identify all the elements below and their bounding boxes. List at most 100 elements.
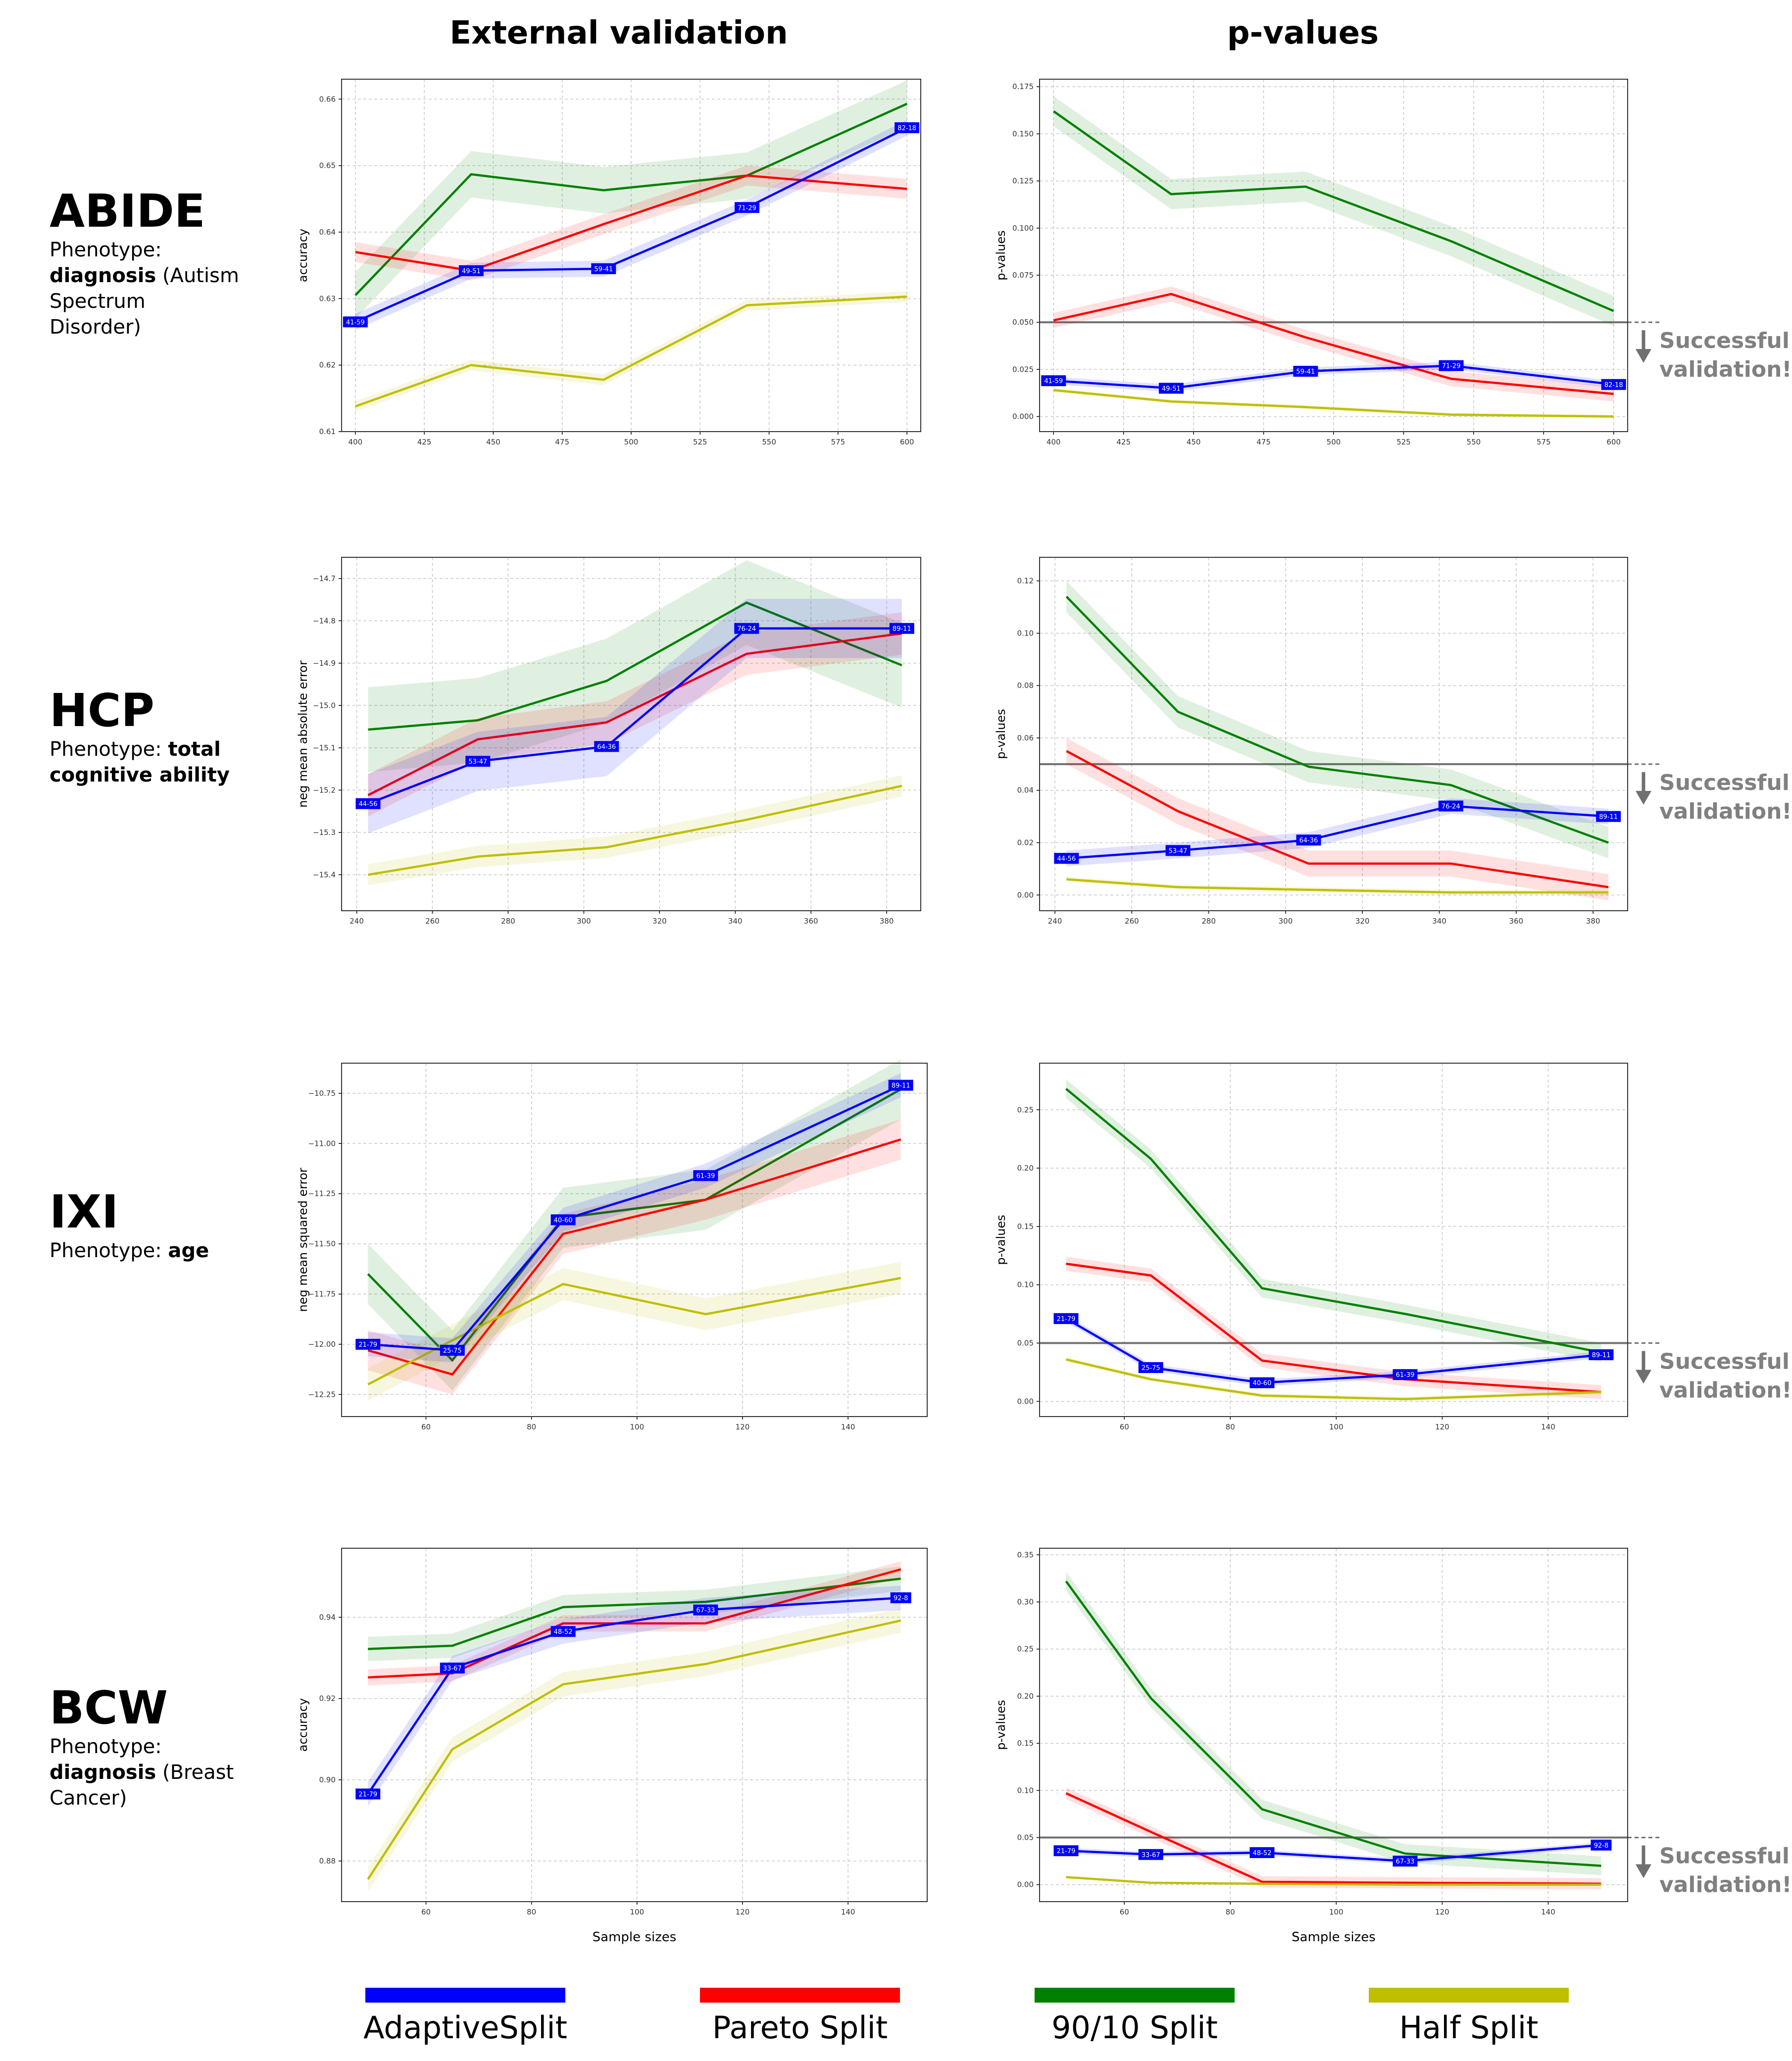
y-tick-label: 0.02 (1017, 838, 1034, 847)
y-tick-label: −10.75 (308, 1089, 336, 1098)
y-tick-label: 0.63 (319, 294, 336, 303)
point-label: 21-79 (355, 1788, 381, 1800)
point-label-box (440, 1663, 465, 1674)
series-90-10-split (1065, 1571, 1601, 1875)
y-tick-label: 0.00 (1017, 890, 1034, 899)
chart-abide-external: 400 425 450 475 500 525 550 575 600 0.61 0.62 0.63 0… (296, 79, 921, 446)
point-label: 61-39 (693, 1170, 718, 1181)
header-external-validation: External validation (449, 15, 788, 51)
y-tick-label: 0.92 (319, 1694, 336, 1703)
y-tick-label: −15.0 (313, 701, 336, 710)
point-label-box (465, 756, 491, 767)
down-arrow-icon (1636, 790, 1651, 805)
x-tick-label: 525 (693, 438, 707, 446)
series-line (367, 632, 902, 796)
series-half-split (1066, 1357, 1601, 1402)
x-tick-label: 360 (1509, 917, 1524, 926)
x-tick-label: 340 (728, 917, 743, 926)
phenotype-text: (Autism (156, 264, 239, 287)
y-tick-label: −12.00 (308, 1340, 336, 1349)
x-tick-label: 500 (1327, 438, 1341, 446)
point-label-text: 44-56 (1057, 855, 1076, 863)
successful-validation-text: Successful (1659, 328, 1790, 353)
y-tick-label: −15.1 (313, 743, 336, 752)
x-tick-label: 100 (1329, 1908, 1344, 1916)
series-line (1052, 110, 1614, 312)
y-axis-label: accuracy (296, 229, 310, 282)
x-tick-label: 100 (630, 1908, 645, 1916)
series-line (1053, 293, 1614, 395)
point-label: 53-47 (1165, 845, 1191, 856)
series-half-split (368, 775, 902, 885)
point-label-text: 48-52 (554, 1628, 573, 1636)
phenotype-line: Phenotype: total (50, 738, 221, 761)
down-arrow-icon (1636, 1370, 1651, 1384)
down-arrow-icon (1636, 349, 1651, 363)
y-tick-label: 0.25 (1017, 1645, 1034, 1654)
x-tick-label: 140 (1541, 1423, 1555, 1431)
point-label: 40-60 (1249, 1377, 1275, 1388)
x-tick-label: 525 (1396, 438, 1411, 446)
successful-validation-text: validation! (1659, 799, 1792, 824)
plot-frame (1039, 1063, 1628, 1417)
phenotype-line: diagnosis (Autism (50, 264, 239, 287)
series-90-10-split (368, 1566, 901, 1662)
y-tick-label: 0.20 (1017, 1164, 1034, 1173)
series-90-10-split (368, 560, 902, 772)
y-tick-label: 0.10 (1017, 1786, 1034, 1795)
series-line (1065, 1580, 1601, 1867)
point-label-text: 21-79 (1057, 1848, 1076, 1855)
point-label-box (1393, 1369, 1418, 1380)
point-label-box (693, 1604, 718, 1616)
point-label-text: 92-8 (1594, 1842, 1609, 1850)
x-tick-label: 80 (1226, 1423, 1235, 1431)
chart-hcp-pvalues: 240 260 280 300 320 340 360 380 0.00 0.02 0.04 0.06… (994, 557, 1792, 926)
confidence-band (1066, 1315, 1601, 1386)
confidence-band (1066, 1787, 1601, 1890)
point-label-box (1601, 379, 1626, 390)
point-label: 48-52 (550, 1626, 576, 1637)
legend-label: Pareto Split (712, 2010, 888, 2046)
point-label-text: 53-47 (1169, 847, 1188, 855)
point-label: 92-8 (890, 1592, 911, 1604)
y-tick-label: 0.15 (1017, 1222, 1034, 1231)
successful-validation-text: validation! (1659, 1872, 1792, 1898)
point-label-box (594, 741, 619, 752)
point-label-text: 89-11 (1599, 814, 1618, 821)
x-tick-label: 600 (1606, 438, 1621, 446)
point-label-box (693, 1170, 718, 1181)
confidence-band (355, 119, 907, 330)
point-label-text: 82-18 (897, 125, 916, 132)
point-label: 49-51 (1158, 383, 1184, 394)
series-line (354, 102, 908, 296)
confidence-band (1066, 877, 1609, 895)
x-tick-label: 320 (652, 917, 667, 926)
point-label-box (550, 1626, 576, 1637)
successful-validation-text: validation! (1659, 357, 1792, 382)
point-label-box (355, 1788, 381, 1800)
phenotype-text: Phenotype: (50, 1239, 168, 1262)
y-tick-label: 0.15 (1017, 1739, 1034, 1748)
y-tick-label: 0.025 (1012, 365, 1034, 374)
phenotype-line: Phenotype: age (50, 1239, 209, 1262)
point-label: 92-8 (1591, 1839, 1612, 1851)
point-label-text: 76-24 (737, 626, 756, 633)
successful-validation-text: validation! (1659, 1378, 1792, 1403)
confidence-band (368, 612, 902, 817)
series-adaptivesplit (367, 1585, 901, 1807)
y-tick-label: −11.75 (308, 1290, 336, 1299)
y-tick-label: 0.000 (1012, 412, 1034, 421)
y-tick-label: 0.10 (1017, 629, 1034, 638)
x-tick-label: 360 (804, 917, 818, 926)
x-tick-label: 400 (348, 438, 363, 446)
point-label-text: 25-75 (443, 1347, 462, 1355)
y-tick-label: 0.61 (319, 427, 336, 436)
point-label: 40-60 (550, 1214, 576, 1226)
point-label: 21-79 (1053, 1313, 1079, 1325)
plot-frame (1039, 557, 1628, 911)
point-label-text: 21-79 (358, 1791, 377, 1799)
chart-abide-pvalues: 400 425 450 475 500 525 550 575 600 0.000 0.025 0.0… (994, 79, 1792, 446)
x-tick-label: 550 (1467, 438, 1481, 446)
series-line (1065, 595, 1609, 844)
